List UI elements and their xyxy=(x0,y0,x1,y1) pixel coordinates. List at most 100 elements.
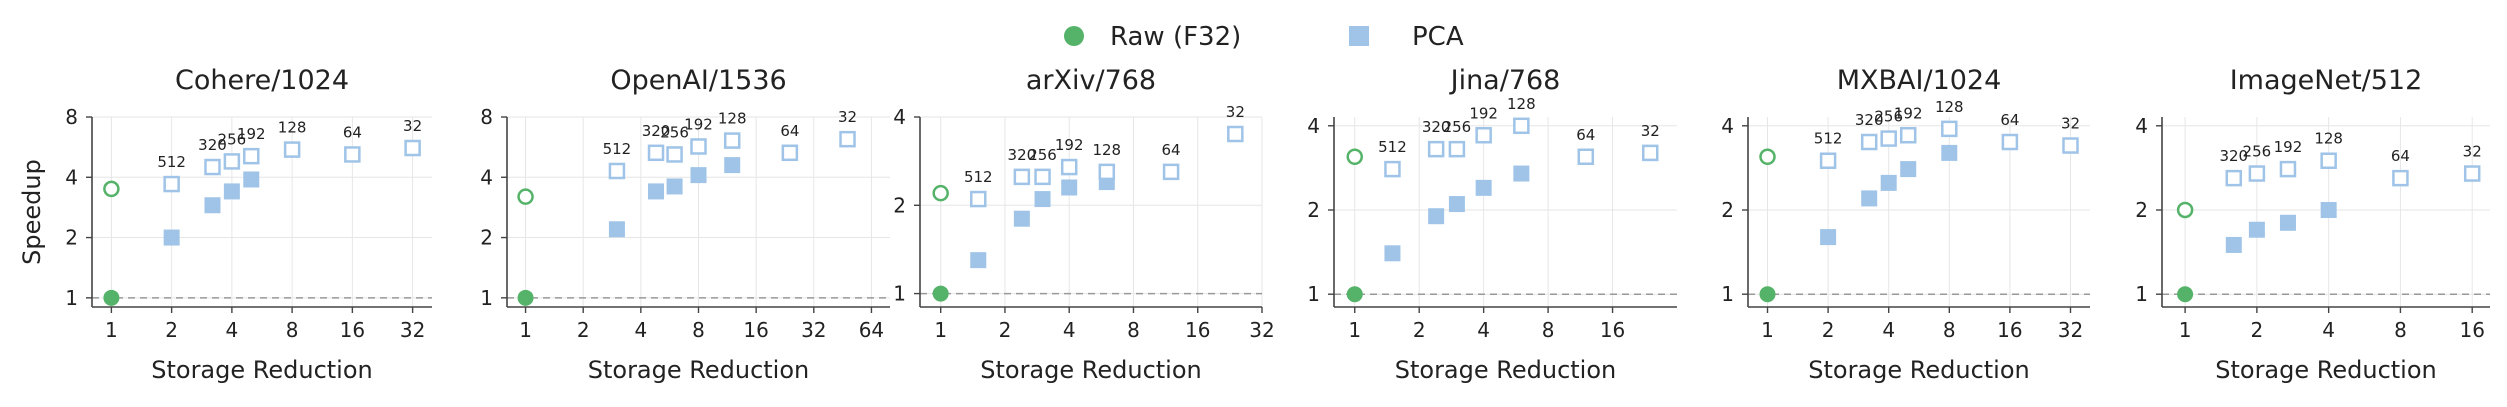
pca-hollow-point xyxy=(2248,165,2266,182)
pca-hollow-point xyxy=(404,139,421,157)
pca-hollow-point xyxy=(2392,169,2409,187)
pca-dimension-label: 64 xyxy=(2391,147,2410,165)
chart-panel: 1 2 4 8 16 1 2 4 Jina/768 Storage Reduction 512 320… xyxy=(1307,65,1677,384)
panel-title: arXiv/768 xyxy=(1026,65,1156,96)
legend-pca-label: PCA xyxy=(1412,22,1464,52)
raw-filled-point xyxy=(517,289,534,306)
pca-hollow-point xyxy=(723,132,741,149)
chart-panel: 1 2 4 8 16 1 2 4 ImageNet/512 Storage Reduction 32… xyxy=(2135,65,2490,384)
x-tick-label: 2 xyxy=(577,318,590,342)
pca-dimension-label: 64 xyxy=(1162,141,1181,159)
pca-dimension-label: 320 xyxy=(198,136,227,154)
chart-panel: 1 2 4 8 16 32 1 2 4 8 Cohere/1024 Storage Reduction… xyxy=(18,65,432,384)
pca-dimension-label: 256 xyxy=(2243,143,2272,161)
pca-hollow-point xyxy=(1013,168,1031,186)
pca-hollow-point xyxy=(1098,163,1116,181)
pca-dimension-label: 256 xyxy=(1874,108,1903,126)
y-tick-label: 1 xyxy=(480,286,493,310)
pca-filled-point xyxy=(724,157,741,174)
legend-pca-marker xyxy=(1349,26,1369,46)
pca-filled-point xyxy=(1428,208,1445,225)
panel-title: Cohere/1024 xyxy=(175,65,349,96)
y-tick-label: 4 xyxy=(480,165,493,189)
legend: Raw (F32) PCA xyxy=(1064,22,1464,52)
x-tick-label: 2 xyxy=(2251,318,2264,342)
x-tick-label: 16 xyxy=(1185,318,1210,342)
raw-hollow-point xyxy=(2176,201,2194,219)
panel-title: Jina/768 xyxy=(1449,65,1561,96)
pca-hollow-point xyxy=(1899,127,1917,144)
pca-dimension-label: 320 xyxy=(1422,118,1451,136)
x-tick-label: 4 xyxy=(1063,318,1076,342)
pca-hollow-point xyxy=(608,162,626,180)
y-tick-label: 4 xyxy=(65,165,78,189)
x-tick-label: 1 xyxy=(934,318,947,342)
x-tick-label: 2 xyxy=(999,318,1012,342)
pca-hollow-point xyxy=(2225,169,2243,187)
pca-hollow-point xyxy=(970,190,987,208)
pca-filled-point xyxy=(1941,144,1958,161)
pca-dimension-label: 192 xyxy=(1055,136,1084,154)
y-tick-label: 8 xyxy=(65,105,78,129)
x-tick-label: 32 xyxy=(801,318,826,342)
y-tick-label: 2 xyxy=(2135,198,2148,222)
pca-filled-point xyxy=(648,183,665,200)
pca-dimension-label: 64 xyxy=(780,122,799,140)
pca-dimension-label: 128 xyxy=(718,110,747,128)
pca-hollow-point xyxy=(1475,127,1492,144)
x-tick-label: 2 xyxy=(165,318,178,342)
x-axis-label: Storage Reduction xyxy=(980,356,1202,384)
pca-dimension-label: 512 xyxy=(603,140,632,158)
pca-hollow-point xyxy=(690,138,707,155)
pca-dimension-label: 64 xyxy=(2000,111,2019,129)
x-tick-label: 16 xyxy=(1600,318,1625,342)
x-tick-label: 8 xyxy=(1127,318,1140,342)
raw-hollow-point xyxy=(517,188,534,205)
pca-dimension-label: 512 xyxy=(1378,138,1407,156)
pca-dimension-label: 192 xyxy=(2274,138,2303,156)
x-tick-label: 1 xyxy=(1348,318,1361,342)
pca-dimension-label: 320 xyxy=(1855,111,1884,129)
pca-dimension-label: 256 xyxy=(1028,146,1057,164)
y-tick-label: 1 xyxy=(2135,282,2148,306)
pca-filled-point xyxy=(690,167,707,184)
pca-hollow-point xyxy=(2279,160,2297,178)
y-tick-label: 2 xyxy=(1721,198,1734,222)
x-tick-label: 64 xyxy=(859,318,884,342)
pca-hollow-point xyxy=(1941,120,1958,138)
pca-filled-point xyxy=(1513,165,1530,182)
x-axis-label: Storage Reduction xyxy=(151,356,373,384)
pca-dimension-label: 32 xyxy=(2463,143,2482,161)
y-tick-label: 4 xyxy=(893,105,906,129)
y-tick-label: 1 xyxy=(893,282,906,306)
pca-hollow-point xyxy=(2463,165,2481,182)
pca-dimension-label: 128 xyxy=(1935,98,1964,116)
pca-filled-point xyxy=(2225,236,2242,253)
x-tick-label: 16 xyxy=(2459,318,2484,342)
pca-hollow-point xyxy=(1227,125,1244,143)
x-tick-label: 8 xyxy=(692,318,705,342)
x-tick-label: 4 xyxy=(1477,318,1490,342)
pca-dimension-label: 192 xyxy=(237,125,266,143)
x-tick-label: 8 xyxy=(2394,318,2407,342)
pca-dimension-label: 320 xyxy=(642,122,671,140)
pca-filled-point xyxy=(1013,210,1030,227)
raw-hollow-point xyxy=(1346,148,1363,166)
pca-hollow-point xyxy=(344,146,361,163)
pca-filled-point xyxy=(1861,190,1878,207)
raw-hollow-point xyxy=(1759,148,1776,166)
pca-filled-point xyxy=(608,221,625,238)
x-tick-label: 16 xyxy=(340,318,365,342)
pca-dimension-label: 192 xyxy=(1894,104,1923,122)
pca-dimension-label: 192 xyxy=(1469,104,1498,122)
raw-hollow-point xyxy=(103,180,120,198)
y-tick-label: 4 xyxy=(2135,114,2148,138)
x-tick-label: 1 xyxy=(105,318,118,342)
y-tick-label: 2 xyxy=(65,226,78,250)
pca-dimension-label: 64 xyxy=(343,123,362,141)
chart-panel: 1 2 4 8 16 32 64 1 2 4 8 OpenAI/1536 Storage Reducti… xyxy=(480,65,890,384)
pca-dimension-label: 128 xyxy=(1507,95,1536,113)
pca-filled-point xyxy=(970,252,987,269)
x-tick-label: 4 xyxy=(634,318,647,342)
x-tick-label: 1 xyxy=(519,318,532,342)
